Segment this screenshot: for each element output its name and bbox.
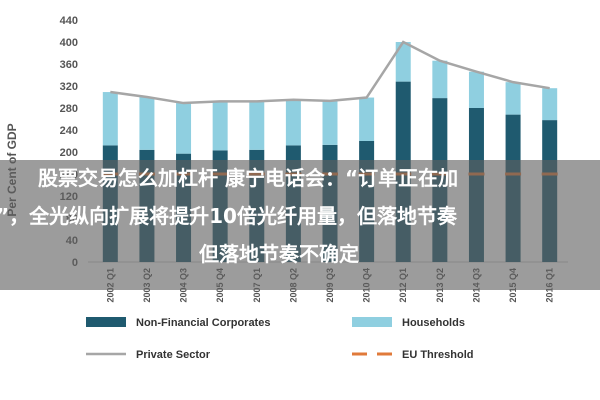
bar-households: [432, 60, 448, 99]
bar-households: [212, 101, 228, 151]
bar-households: [249, 101, 265, 150]
legend-swatch: [86, 317, 126, 327]
legend-swatch: [352, 317, 392, 327]
y-tick-label: 240: [60, 125, 78, 137]
legend: Non-Financial Corporates Households Privat…: [86, 317, 474, 361]
bar-households: [468, 71, 484, 108]
overlay-line-2: ”，全光纵向扩展将提升10倍光纤用量，但落地节奏: [0, 204, 457, 228]
line-private-sector: [110, 40, 550, 105]
y-tick-label: 360: [60, 59, 78, 71]
legend-label: Non-Financial Corporates: [136, 317, 270, 329]
overlay-line-1: 股票交易怎么加杠杆 康宁电话会：“订单正在加: [38, 166, 459, 190]
y-tick-label: 200: [60, 147, 78, 159]
bar-households: [395, 42, 411, 82]
bar-households: [505, 82, 521, 115]
y-tick-label: 280: [60, 103, 78, 115]
legend-label: Households: [402, 317, 465, 329]
overlay-line-3: 但落地节奏不确定: [199, 242, 359, 266]
bar-households: [542, 88, 558, 121]
legend-label: Private Sector: [136, 349, 211, 361]
bar-households: [359, 97, 375, 141]
bar-households: [285, 99, 301, 146]
bar-households: [322, 100, 338, 145]
y-tick-label: 400: [60, 37, 78, 49]
bar-households: [102, 92, 118, 146]
watermark-overlay: 股票交易怎么加杠杆 康宁电话会：“订单正在加 ”，全光纵向扩展将提升10倍光纤用…: [0, 160, 600, 290]
bar-households: [139, 97, 155, 150]
y-tick-label: 440: [60, 15, 78, 27]
bar-households: [176, 103, 192, 154]
legend-label: EU Threshold: [402, 349, 474, 361]
y-tick-label: 320: [60, 81, 78, 93]
